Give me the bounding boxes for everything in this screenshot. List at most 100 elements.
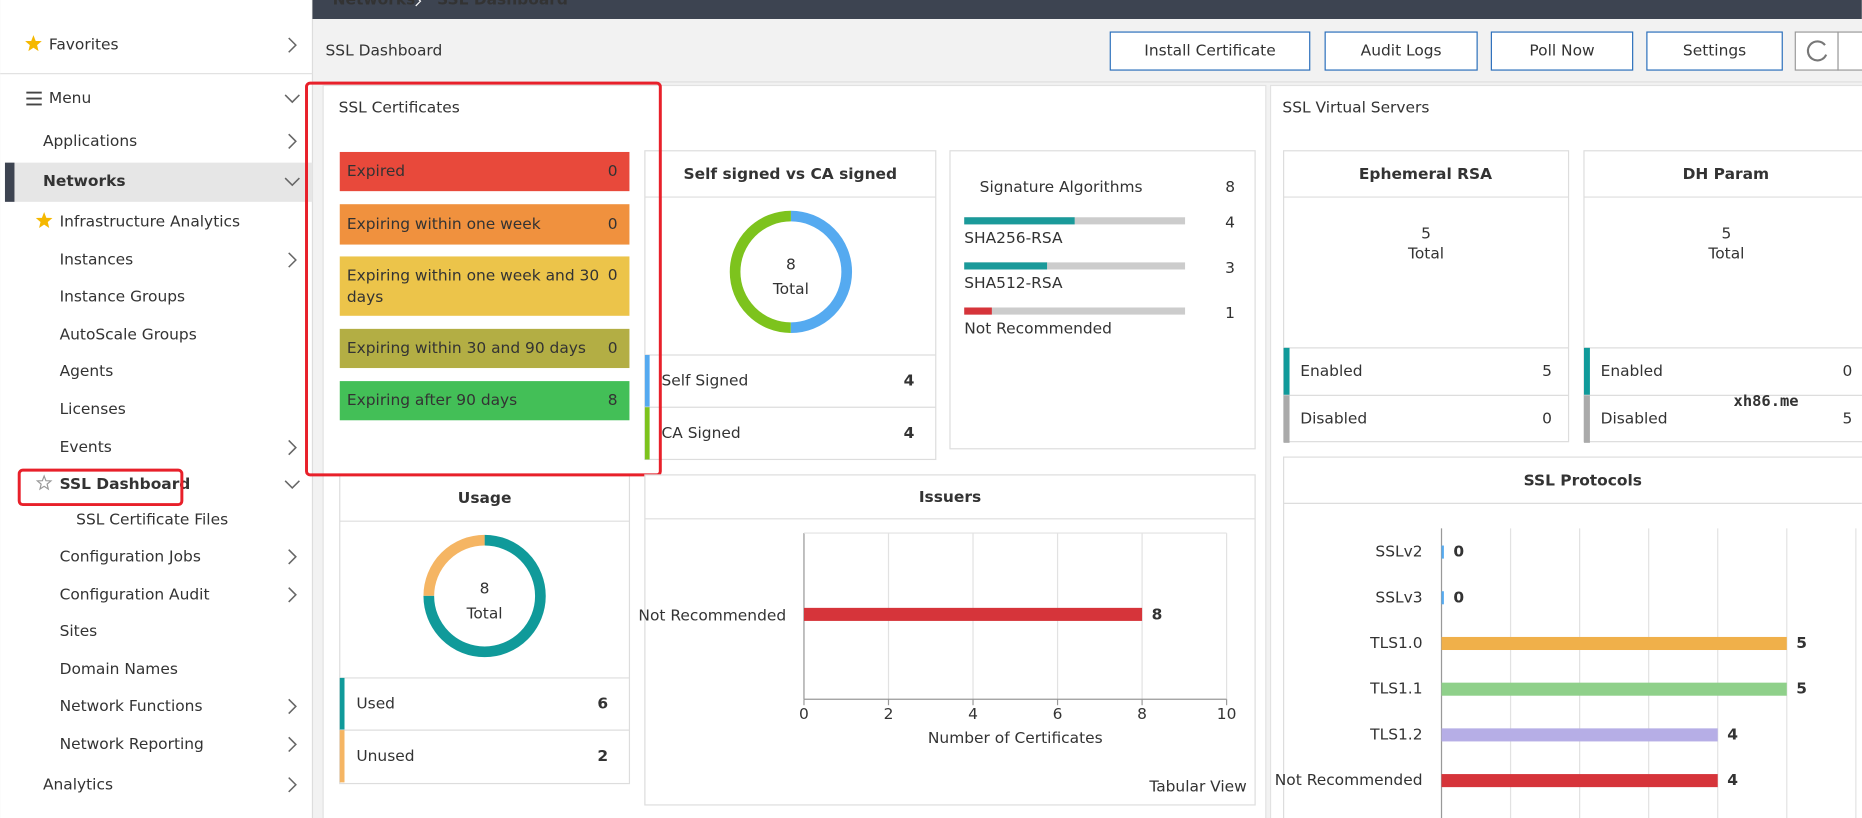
status-label: Expired (347, 162, 405, 180)
value-label: 5 (1796, 634, 1807, 652)
donut-total-label: Total (466, 604, 503, 622)
menu-item[interactable]: SSL Certificate Files (76, 511, 228, 529)
row-label[interactable]: Enabled (1300, 362, 1362, 380)
row-label[interactable]: CA Signed (661, 424, 740, 442)
row-label[interactable]: Self Signed (661, 372, 748, 390)
menu-item[interactable]: Sites (60, 622, 98, 640)
row-label[interactable]: Used (356, 695, 395, 713)
donut-segment (423, 534, 546, 658)
row-label[interactable]: Unused (356, 747, 414, 765)
menu-item[interactable]: Infrastructure Analytics (60, 213, 240, 231)
chevron (288, 549, 297, 565)
row-value: 4 (904, 424, 915, 442)
value-label: 0 (1453, 588, 1464, 606)
menu-item[interactable]: Network Functions (60, 697, 203, 715)
menu-item[interactable]: Licenses (60, 400, 126, 418)
menu-item[interactable]: Menu (49, 89, 91, 107)
button[interactable] (1109, 31, 1311, 71)
chevron (288, 133, 297, 149)
menu-item[interactable]: Favorites (49, 36, 119, 54)
link[interactable]: Tabular View (1148, 778, 1246, 796)
button-label[interactable]: Install Certificate (1144, 42, 1275, 60)
status-value: 8 (608, 391, 618, 409)
section-title: SSL Virtual Servers (1282, 99, 1429, 117)
row-marker (644, 354, 650, 408)
status-label: Expiring within 30 and 90 days (347, 339, 586, 357)
row-value: 5 (1842, 410, 1852, 428)
card (644, 474, 1256, 806)
bar (1441, 774, 1718, 788)
category-label: TLS1.2 (1369, 725, 1422, 743)
menu-item[interactable]: Networks (43, 172, 126, 190)
value-label: 5 (1796, 680, 1807, 698)
button-label[interactable]: Settings (1683, 42, 1746, 60)
donut-segment (729, 210, 853, 334)
menu-item[interactable]: Configuration Audit (60, 585, 210, 603)
chevron (288, 698, 297, 715)
value-label: 4 (1727, 725, 1738, 743)
menu-item[interactable]: Instances (60, 251, 134, 269)
row-value: 0 (1842, 362, 1852, 380)
total-label: Total (1707, 245, 1744, 263)
big-total: 5 (1722, 224, 1732, 242)
donut-total: 8 (480, 579, 490, 597)
star-icon (25, 35, 42, 52)
algorithm-name[interactable]: Not Recommended (964, 319, 1112, 337)
refresh-button[interactable] (1794, 31, 1839, 71)
popout-button[interactable] (1837, 31, 1862, 71)
row-label[interactable]: Disabled (1300, 410, 1367, 428)
row-label[interactable]: Enabled (1601, 362, 1663, 380)
chevron (288, 736, 297, 753)
status-label: Expiring within one week and 30 days (347, 266, 599, 305)
axis-title: Number of Certificates (928, 729, 1103, 747)
status-bar (339, 204, 630, 245)
menu-item[interactable]: Analytics (43, 775, 113, 793)
algorithm-value: 1 (1225, 304, 1235, 322)
value-label: 8 (1152, 605, 1163, 623)
status-value: 0 (608, 339, 618, 357)
x-tick-label: 4 (968, 705, 978, 723)
menu-item[interactable]: Configuration Jobs (60, 547, 201, 565)
donut-total-label: Total (772, 280, 809, 298)
breadcrumb: Networks (333, 0, 416, 9)
menu-item[interactable]: Instance Groups (60, 287, 185, 305)
menu-item[interactable]: SSL Dashboard (60, 475, 191, 493)
value-label: 0 (1453, 543, 1464, 561)
bar-track (964, 262, 1186, 270)
menu-item[interactable]: Domain Names (60, 660, 178, 678)
section-title: SSL Certificates (339, 99, 460, 117)
card-title: SSL Protocols (1524, 471, 1642, 489)
menu-item[interactable]: Network Reporting (60, 735, 204, 753)
button[interactable] (1490, 31, 1634, 71)
row-value: 6 (597, 695, 608, 713)
algorithm-value: 4 (1225, 214, 1235, 232)
button[interactable] (1646, 31, 1783, 71)
card-title: Signature Algorithms (980, 178, 1143, 196)
status-bar (339, 328, 630, 369)
category-label: Not Recommended (638, 607, 786, 625)
algorithm-value: 3 (1225, 259, 1235, 277)
menu-item[interactable]: Agents (60, 362, 114, 380)
algorithm-name[interactable]: SHA512-RSA (964, 274, 1063, 292)
bar (1441, 636, 1787, 651)
status-bar (339, 151, 630, 192)
menu-item[interactable]: Events (60, 438, 112, 456)
bar (1441, 545, 1444, 559)
menu-item[interactable]: Applications (43, 132, 137, 150)
button-label[interactable]: Poll Now (1529, 42, 1594, 60)
breadcrumb: SSL Dashboard (437, 0, 568, 9)
button[interactable] (1324, 31, 1478, 71)
search: Search in Menu (39, 0, 158, 4)
algorithm-name[interactable]: SHA256-RSA (964, 229, 1063, 247)
row-value: 5 (1542, 362, 1552, 380)
status-label: Expiring within one week (347, 215, 541, 233)
value-label: 4 (1727, 771, 1738, 789)
button-label[interactable]: Audit Logs (1361, 42, 1442, 60)
top-bar (312, 0, 1862, 19)
row-label[interactable]: Disabled (1601, 410, 1668, 428)
x-tick-label: 8 (1137, 705, 1147, 723)
total-label: Total (1407, 245, 1444, 263)
bar (803, 607, 1143, 621)
menu-item[interactable]: AutoScale Groups (60, 325, 197, 343)
